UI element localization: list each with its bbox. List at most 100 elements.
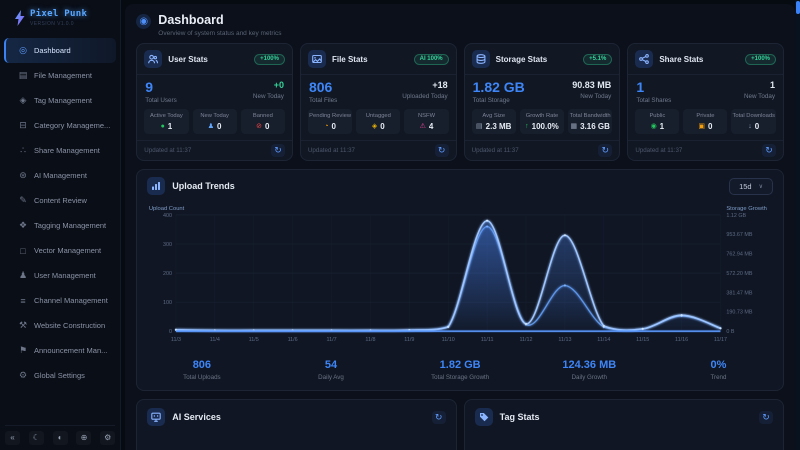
sidebar-item-label: Content Review (34, 196, 87, 205)
theme-palette-icon[interactable]: ◐ (52, 431, 68, 445)
refresh-button[interactable]: ↻ (759, 410, 773, 424)
sidebar-item-website-construction[interactable]: ⚒ Website Construction (4, 313, 116, 338)
mini-stat-pending-review: Pending Review ◔ 0 (307, 109, 353, 135)
card-header: Share Stats +100% (628, 44, 783, 75)
summary-trend: 0% Trend (654, 359, 783, 381)
summary-label: Daily Avg (318, 374, 344, 382)
language-globe-icon[interactable]: ⊕ (76, 431, 92, 445)
settings-gear-icon[interactable]: ⚙ (100, 431, 116, 445)
mini-stat-value: 100.0% (531, 122, 559, 132)
svg-text:1.12 GB: 1.12 GB (727, 213, 747, 219)
card-share-stats: Share Stats +100% 1 Total Shares 1 New T… (627, 43, 784, 162)
card-mini-stats: Public ◉ 1 Private ▣ 0 Total Downloads ↓… (628, 108, 783, 140)
vector-icon: □ (20, 245, 26, 256)
time-range-dropdown[interactable]: 15d ∨ (729, 177, 773, 195)
sidebar-item-vector-management[interactable]: □ Vector Management (4, 238, 116, 263)
svg-text:762.94 MB: 762.94 MB (727, 252, 754, 258)
sidebar-item-share-management[interactable]: ∴ Share Management (4, 138, 116, 163)
svg-text:100: 100 (163, 300, 172, 306)
card-user-stats: User Stats +100% 9 Total Users +0 New To… (136, 43, 293, 162)
svg-text:190.73 MB: 190.73 MB (727, 310, 754, 316)
sidebar-item-label: User Management (34, 271, 96, 280)
sidebar-item-global-settings[interactable]: ⚙ Global Settings (4, 363, 116, 388)
svg-text:11/15: 11/15 (636, 337, 649, 343)
svg-text:200: 200 (163, 271, 172, 277)
sidebar-item-tag-management[interactable]: ◈ Tag Management (4, 88, 116, 113)
card-main-value: 1.82 GB (472, 79, 525, 95)
card-title: File Stats (331, 54, 368, 64)
updated-at-text: Updated at 11:37 (307, 147, 355, 155)
sidebar-item-user-management[interactable]: ♟ User Management (4, 263, 116, 288)
svg-text:572.20 MB: 572.20 MB (727, 271, 754, 277)
summary-label: Total Uploads (183, 374, 221, 382)
mini-stat-public: Public ◉ 1 (635, 109, 680, 135)
mini-stat-label: Active Today (150, 113, 183, 120)
megaphone-icon: ⚑ (18, 345, 28, 355)
sidebar-item-dashboard[interactable]: ◎ Dashboard (4, 38, 117, 63)
upload-trends-chart: Upload Count Storage Growth 400 300 200 100 0 1… (137, 200, 783, 355)
refresh-button[interactable]: ↻ (434, 144, 449, 158)
card-mini-stats: Avg Size ▤ 2.3 MB Growth Rate ↑ 100.0% T… (465, 108, 620, 140)
dashboard-icon: ◎ (19, 45, 27, 55)
card-file-stats: File Stats AI 100% 806 Total Files +18 U… (299, 43, 457, 162)
sidebar-item-announcement-man[interactable]: ⚑ Announcement Man... (4, 338, 116, 363)
dark-mode-moon-icon[interactable]: ☾ (28, 431, 44, 445)
tag-stats-title: Tag Stats (499, 412, 540, 423)
mini-stat-label: Total Downloads (732, 113, 775, 120)
sidebar-item-channel-management[interactable]: ≡ Channel Management (4, 288, 116, 313)
tag-icon: ◈ (371, 123, 378, 131)
sidebar-item-label: Tagging Management (34, 221, 107, 230)
tag-icon: ◈ (19, 95, 27, 105)
svg-text:11/11: 11/11 (481, 337, 494, 343)
svg-text:11/9: 11/9 (405, 337, 415, 343)
app-version: VERSION V1.0.0 (30, 21, 74, 27)
tag-icon (474, 408, 493, 427)
mini-stat-label: New Today (200, 113, 229, 120)
refresh-button[interactable]: ↻ (598, 144, 613, 158)
sidebar-item-content-review[interactable]: ✎ Content Review (4, 188, 116, 213)
svg-text:Upload Count: Upload Count (149, 206, 185, 212)
card-storage-stats: Storage Stats +5.1% 1.82 GB Total Storag… (463, 43, 621, 162)
folder-icon: ⊟ (19, 120, 27, 130)
refresh-button[interactable]: ↻ (270, 144, 285, 158)
mini-stat-avg-size: Avg Size ▤ 2.3 MB (471, 109, 516, 135)
collapse-sidebar-icon[interactable]: « (5, 431, 20, 445)
card-main-label: Total Files (308, 97, 338, 105)
card-body: 1.82 GB Total Storage 90.83 MB New Today (465, 75, 620, 108)
sidebar-item-category-manageme[interactable]: ⊟ Category Manageme... (4, 113, 116, 138)
summary-daily-avg: 54 Daily Avg (266, 359, 395, 381)
card-title: Storage Stats (495, 54, 548, 64)
card-secondary-value: 90.83 MB (572, 80, 612, 90)
sidebar-item-file-management[interactable]: ▤ File Management (4, 63, 116, 88)
refresh-button[interactable]: ↻ (431, 410, 446, 424)
sidebar-item-tagging-management[interactable]: ❖ Tagging Management (4, 213, 116, 238)
sidebar-item-label: Announcement Man... (34, 346, 108, 355)
svg-text:11/4: 11/4 (210, 337, 220, 343)
sidebar-item-label: Share Management (34, 146, 100, 155)
card-body: 806 Total Files +18 Uploaded Today (301, 75, 456, 108)
refresh-button[interactable]: ↻ (762, 144, 776, 158)
card-body: 9 Total Users +0 New Today (137, 75, 292, 108)
card-secondary-label: New Today (580, 92, 612, 100)
summary-total-uploads: 806 Total Uploads (137, 359, 266, 381)
download-icon: ↓ (748, 123, 752, 131)
svg-text:11/8: 11/8 (366, 337, 376, 343)
scrollbar-thumb[interactable] (795, 1, 800, 14)
mini-stat-new-today: New Today ♟ 0 (192, 109, 237, 135)
bar-chart-icon (147, 177, 166, 196)
tag-stats-panel: Tag Stats ↻ (463, 399, 784, 450)
sidebar-item-ai-management[interactable]: ⊛ AI Management (4, 163, 116, 188)
sidebar-footer: « ☾ ◐ ⊕ ⚙ (5, 425, 116, 445)
trend-badge: +5.1% (583, 53, 613, 65)
svg-text:300: 300 (163, 242, 172, 248)
sidebar-item-label: Global Settings (34, 371, 85, 380)
card-header: Storage Stats +5.1% (464, 44, 620, 75)
page-subtitle: Overview of system status and key metric… (158, 30, 282, 37)
mini-stat-label: Growth Rate (525, 113, 559, 120)
share-nodes-icon (635, 50, 654, 68)
bandwidth-icon: ▦ (570, 123, 578, 131)
mini-stat-label: Avg Size (482, 113, 506, 120)
card-main-label: Total Shares (636, 97, 672, 105)
mini-stat-value: 0 (217, 122, 222, 132)
